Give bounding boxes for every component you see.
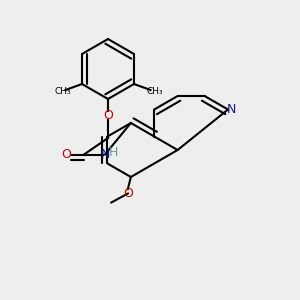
Text: CH₃: CH₃ bbox=[54, 87, 71, 96]
Text: CH₃: CH₃ bbox=[146, 87, 163, 96]
Text: O: O bbox=[103, 109, 113, 122]
Text: N: N bbox=[100, 148, 110, 161]
Text: O: O bbox=[61, 148, 71, 161]
Text: H: H bbox=[109, 146, 118, 159]
Text: O: O bbox=[123, 187, 133, 200]
Text: N: N bbox=[227, 103, 236, 116]
